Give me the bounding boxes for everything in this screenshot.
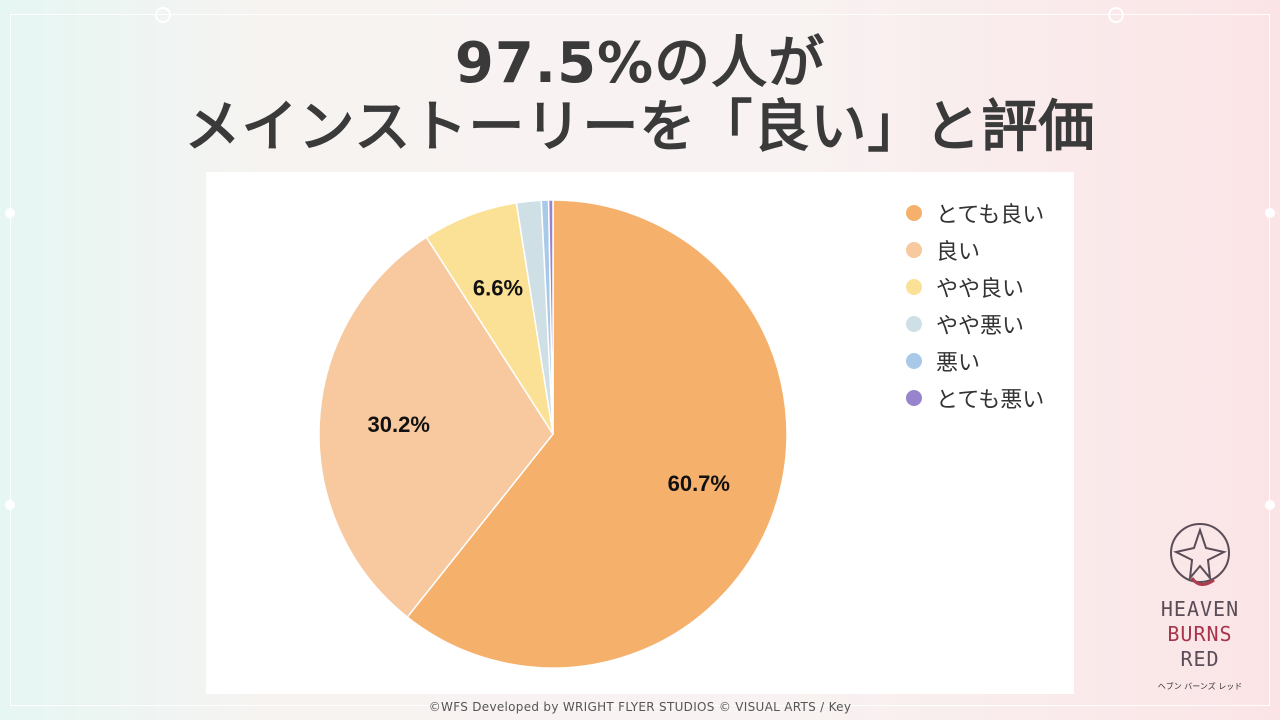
legend-swatch [906,315,922,332]
legend-label: 悪い [936,350,981,376]
logo-line3: RED [1180,647,1220,671]
frame-ring [155,7,171,23]
frame-right-line [1269,14,1270,706]
legend-item: とても悪い [906,379,1044,416]
chart-panel: 60.7% 30.2% 6.6% とても良い良いやや良いやや悪い悪いとても悪い [206,172,1074,694]
pie-slice-6 [547,199,554,435]
legend-item: やや良い [906,268,1044,305]
frame-dot [5,208,15,218]
pie-data-label: 60.7% [668,471,730,496]
game-logo: HEAVEN BURNS RED ヘブン バーンズ レッド [1140,520,1260,700]
legend-label: やや悪い [936,313,1025,339]
legend-swatch [906,352,922,369]
legend-label: やや良い [936,276,1025,302]
pie-data-label: 6.6% [473,276,523,301]
legend-swatch [906,241,922,258]
page-title-line2: メインストーリーを「良い」と評価 [184,95,1096,160]
pie-chart: 60.7% 30.2% 6.6% [318,199,788,669]
legend-label: とても良い [936,202,1045,228]
pie-data-label: 30.2% [368,412,430,437]
legend-swatch [906,204,922,221]
logo-line1: HEAVEN [1160,597,1240,621]
logo-subtitle: ヘブン バーンズ レッド [1157,682,1243,691]
pie-slice-2 [318,236,554,619]
frame-dot [1265,208,1275,218]
logo-line2: BURNS [1167,622,1233,646]
logo-emblem-icon [1170,523,1230,586]
frame-ring [1108,7,1124,23]
legend-swatch [906,278,922,295]
frame-dot [5,500,15,510]
page-title-line1: 97.5%の人が [454,31,826,96]
legend-item: やや悪い [906,305,1044,342]
frame-top-line [10,14,1270,15]
pie-slice-1 [406,199,788,669]
legend-label: とても悪い [936,387,1045,413]
legend-swatch [906,389,922,406]
chart-legend: とても良い良いやや良いやや悪い悪いとても悪い [906,194,1044,416]
frame-dot [1265,500,1275,510]
legend-label: 良い [936,239,981,265]
frame-left-line [10,14,11,706]
frame-bottom-line [10,705,1270,706]
copyright-footer: ©WFS Developed by WRIGHT FLYER STUDIOS ©… [428,700,852,714]
legend-item: とても良い [906,194,1044,231]
legend-item: 良い [906,231,1044,268]
legend-item: 悪い [906,342,1044,379]
